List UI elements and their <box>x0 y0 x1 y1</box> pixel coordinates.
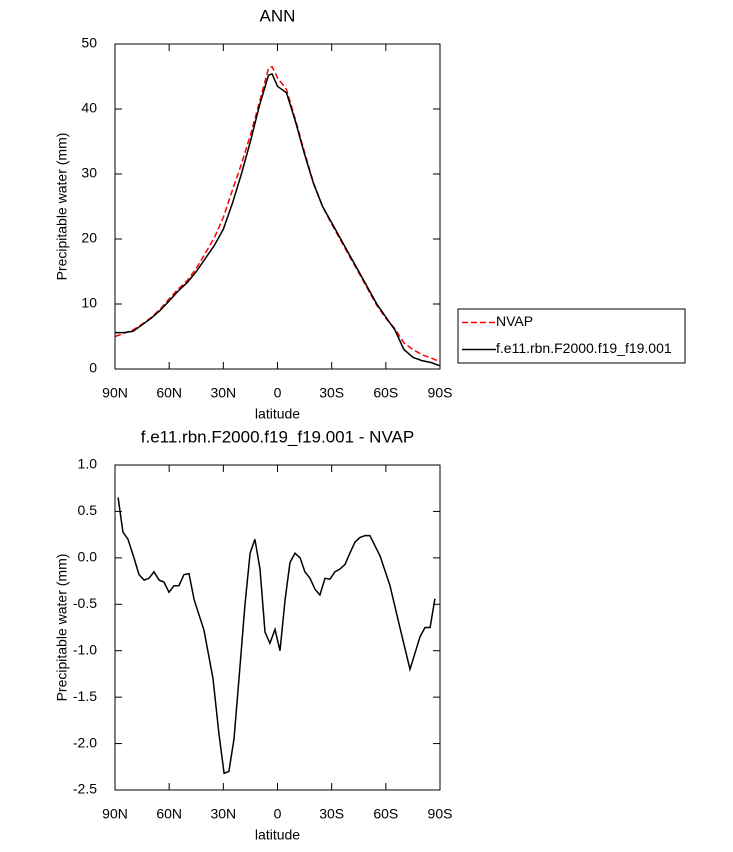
legend-label: f.e11.rbn.F2000.f19_f19.001 <box>496 340 672 356</box>
x-tick-label: 90S <box>428 385 453 401</box>
x-axis-label: latitude <box>255 827 300 843</box>
x-tick-label: 60N <box>156 806 182 822</box>
x-tick-label: 90N <box>102 385 128 401</box>
plot-frame <box>114 43 441 370</box>
y-tick-label: 30 <box>81 165 97 181</box>
legend-label: NVAP <box>496 313 533 329</box>
y-tick-label: -1.5 <box>73 688 97 704</box>
x-tick-label: 60N <box>156 385 182 401</box>
x-tick-label: 60S <box>373 385 398 401</box>
y-tick-label: 0.0 <box>78 549 98 565</box>
x-tick-label: 30S <box>319 385 344 401</box>
y-tick-label: -2.0 <box>73 734 97 750</box>
y-axis-label: Precipitable water (mm) <box>54 554 70 702</box>
y-tick-label: 20 <box>81 230 97 246</box>
data-line <box>117 497 436 775</box>
chart-title: f.e11.rbn.F2000.f19_f19.001 - NVAP <box>141 427 414 446</box>
data-line <box>115 72 441 367</box>
y-tick-label: -2.5 <box>73 781 97 797</box>
x-tick-label: 30S <box>319 806 344 822</box>
y-tick-label: 40 <box>81 100 97 116</box>
x-tick-label: 90S <box>428 806 453 822</box>
y-tick-label: 0 <box>89 360 97 376</box>
data-line <box>114 65 441 363</box>
y-tick-label: 1.0 <box>78 456 98 472</box>
y-tick-label: 10 <box>81 295 97 311</box>
y-tick-label: -1.0 <box>73 641 97 657</box>
legend-box <box>457 308 686 364</box>
y-tick-label: 0.5 <box>78 502 98 518</box>
x-tick-label: 90N <box>102 806 128 822</box>
y-tick-label: -0.5 <box>73 595 97 611</box>
x-tick-label: 0 <box>274 806 282 822</box>
plot-frame <box>114 464 441 791</box>
x-tick-label: 0 <box>274 385 282 401</box>
y-tick-label: 50 <box>81 35 97 51</box>
x-axis-label: latitude <box>255 406 300 422</box>
y-axis-label: Precipitable water (mm) <box>54 133 70 281</box>
chart-title: ANN <box>260 6 296 25</box>
x-tick-label: 30N <box>210 385 236 401</box>
x-tick-label: 60S <box>373 806 398 822</box>
x-tick-label: 30N <box>210 806 236 822</box>
